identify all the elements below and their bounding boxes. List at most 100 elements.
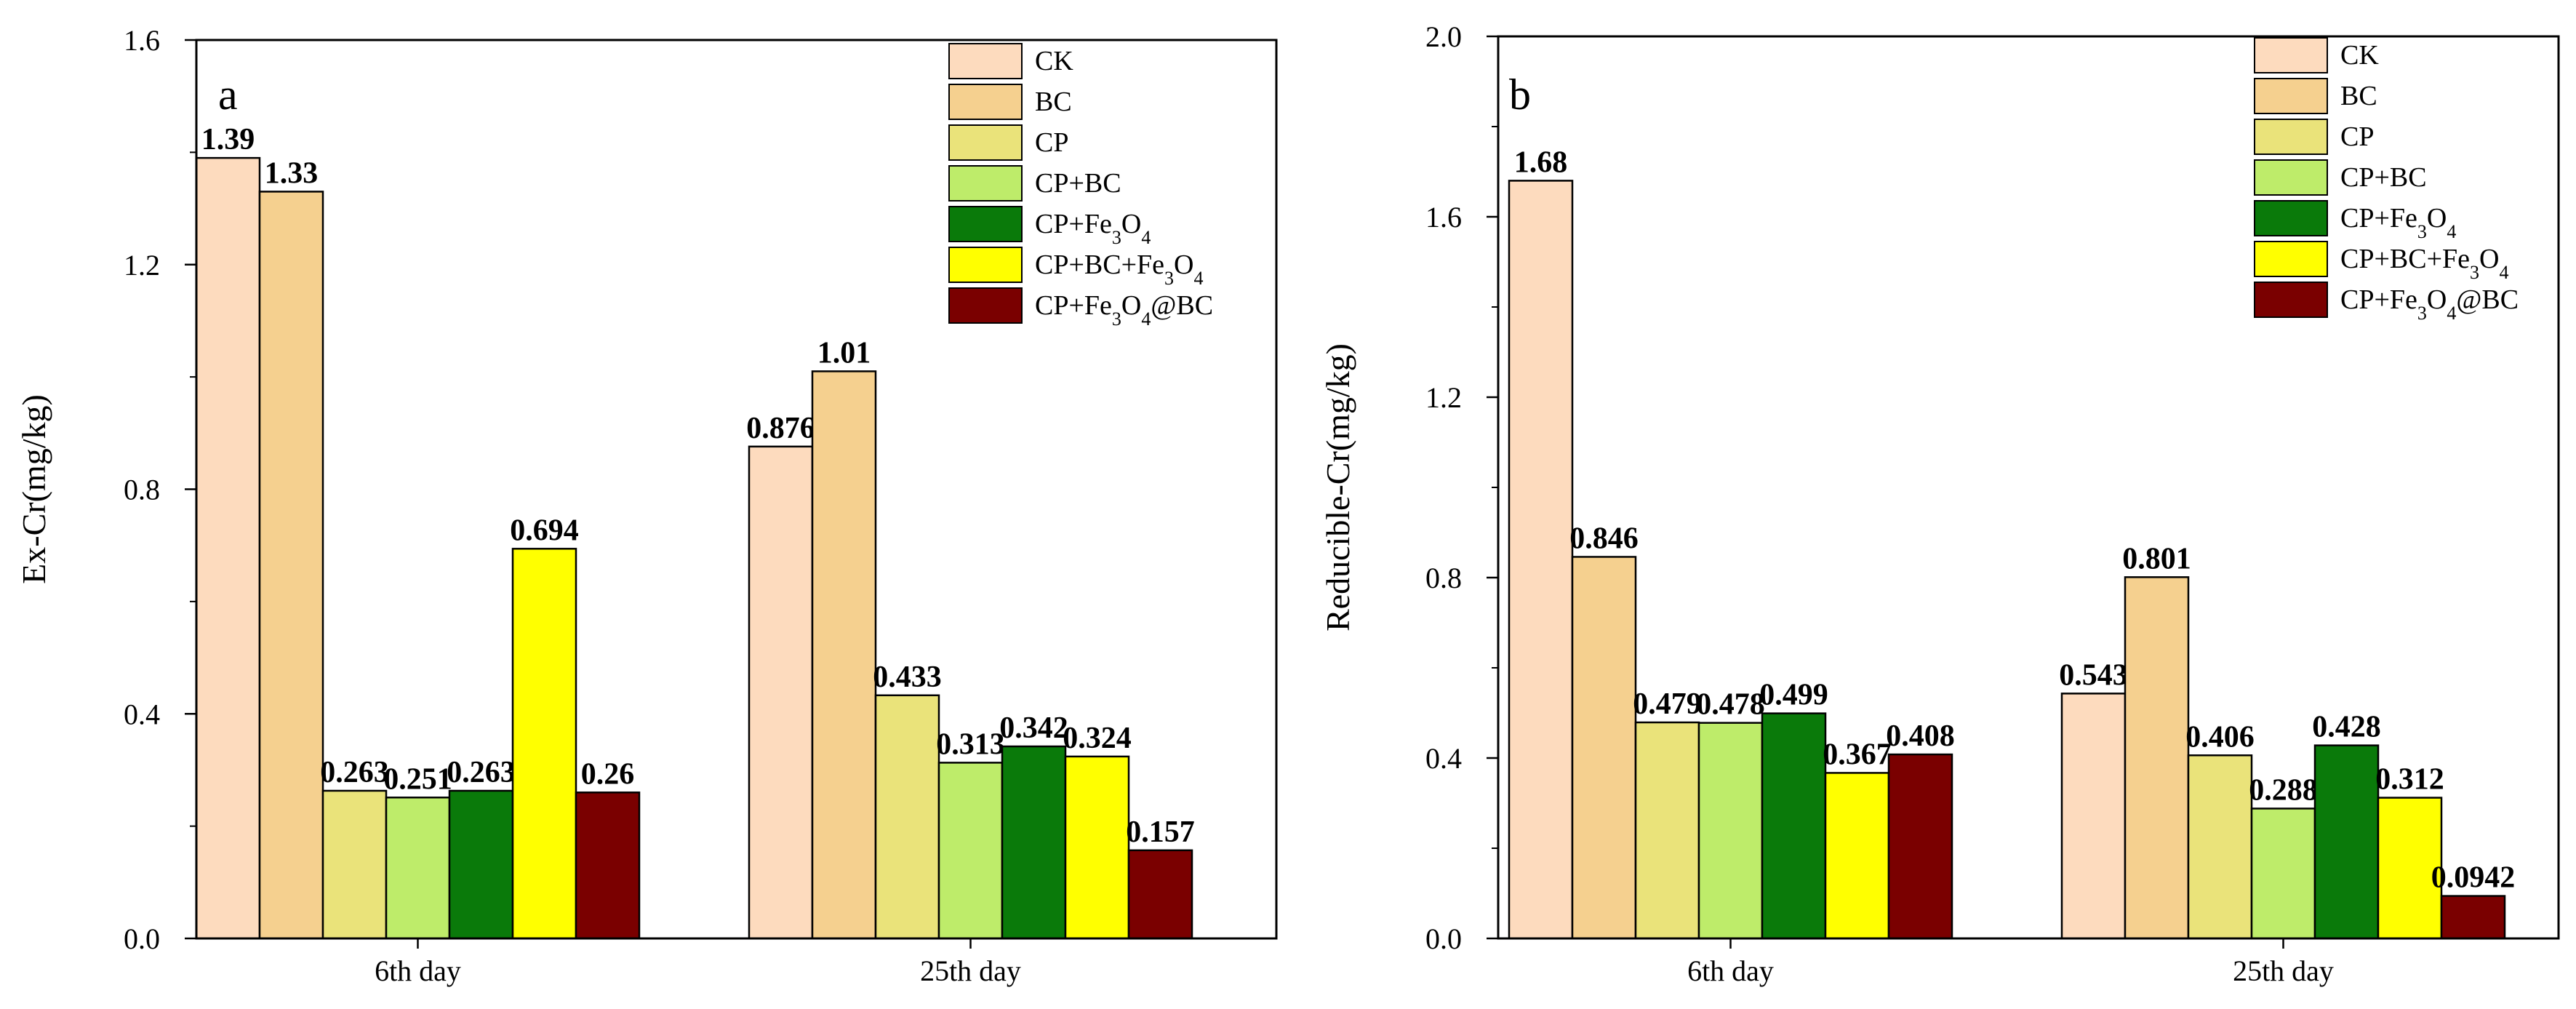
- data-label: 0.433: [873, 661, 942, 694]
- legend-swatch: [948, 287, 1023, 324]
- bar-a-1-5: [1064, 755, 1130, 940]
- y-tick-label: 0.4: [124, 698, 160, 730]
- x-tick-label: 6th day: [1687, 954, 1774, 987]
- y-tick-label: 1.2: [124, 249, 160, 282]
- bar-a-1-6: [1127, 849, 1193, 940]
- y-axis-title: Ex-Cr(mg/kg): [15, 394, 52, 584]
- bar-a-0-0: [195, 156, 261, 940]
- legend-item-label: CP+Fe3O4@BC: [1035, 290, 1213, 330]
- legend-item-label: CP+BC: [2340, 162, 2427, 193]
- data-label: 1.68: [1514, 145, 1568, 179]
- legend-swatch: [948, 206, 1023, 242]
- data-label: 0.157: [1126, 815, 1195, 849]
- bar-a-1-4: [1001, 745, 1067, 940]
- legend-item-label: CP+BC+Fe3O4: [1035, 250, 1204, 289]
- x-tick-label: 25th day: [920, 954, 1021, 987]
- data-label: 0.694: [510, 514, 579, 547]
- bar-a-1-0: [748, 445, 814, 940]
- y-tick-label: 1.2: [1425, 381, 1462, 414]
- legend-item-label: CP+Fe3O4@BC: [2340, 284, 2519, 324]
- legend-swatch: [2254, 119, 2328, 155]
- legend-item-label: BC: [2340, 81, 2377, 111]
- y-tick-label: 1.6: [1425, 201, 1462, 234]
- panel-label: b: [1509, 71, 1531, 119]
- legend-swatch: [2254, 78, 2328, 114]
- data-label: 0.428: [2312, 711, 2381, 744]
- y-tick-label: 0.4: [1425, 742, 1462, 775]
- data-label: 0.288: [2249, 773, 2318, 807]
- bar-a-1-1: [811, 370, 877, 940]
- y-tick-label: 0.8: [1425, 562, 1462, 594]
- bar-b-0-3: [1697, 722, 1764, 940]
- legend-swatch: [2254, 37, 2328, 73]
- data-label: 0.342: [999, 711, 1068, 745]
- data-label: 1.39: [201, 123, 255, 156]
- data-label: 0.312: [2375, 763, 2444, 797]
- legend-item-label: BC: [1035, 87, 1072, 117]
- y-axis-title: Reducible-Cr(mg/kg): [1319, 343, 1356, 631]
- data-label: 1.01: [817, 336, 871, 370]
- y-tick-label: 0.0: [124, 922, 160, 955]
- bar-b-0-0: [1508, 180, 1574, 940]
- y-tick-label: 0.0: [1425, 922, 1462, 955]
- data-label: 0.478: [1696, 688, 1765, 722]
- data-label: 0.876: [746, 412, 815, 445]
- legend-item-label: CP+Fe3O4: [2340, 203, 2456, 242]
- legend-swatch: [948, 165, 1023, 202]
- legend: CK BC CP CP+BC CP+Fe3O4CP+BC+Fe3O4CP+Fe3O4@B…: [2254, 37, 2519, 324]
- legend-item-label: CP: [1035, 127, 1068, 158]
- data-label: 0.408: [1886, 719, 1955, 753]
- data-label: 0.846: [1569, 522, 1639, 555]
- data-label: 0.263: [447, 756, 516, 789]
- data-label: 0.26: [581, 757, 635, 791]
- bar-b-0-1: [1571, 556, 1637, 940]
- legend-swatch: [2254, 241, 2328, 277]
- y-tick-label: 2.0: [1425, 20, 1462, 53]
- y-tick-label: 0.8: [124, 474, 160, 506]
- y-tick-label: 1.6: [124, 24, 160, 57]
- bar-b-0-6: [1887, 753, 1953, 940]
- data-label: 0.367: [1823, 738, 1892, 771]
- legend-swatch: [948, 247, 1023, 283]
- bar-a-1-2: [874, 694, 940, 940]
- data-label: 0.499: [1759, 679, 1828, 712]
- data-label: 0.263: [320, 756, 389, 789]
- data-label: 0.406: [2185, 720, 2255, 754]
- bar-b-1-3: [2250, 807, 2316, 940]
- bar-b-0-2: [1634, 721, 1700, 940]
- legend: CK BC CP CP+BC CP+Fe3O4CP+BC+Fe3O4CP+Fe3O4@B…: [948, 43, 1213, 330]
- bar-b-1-6: [2440, 895, 2506, 940]
- legend-swatch: [2254, 159, 2328, 196]
- bar-a-0-2: [321, 789, 388, 940]
- legend-item-label: CP+BC: [1035, 168, 1121, 199]
- legend-swatch: [948, 124, 1023, 161]
- data-label: 0.251: [383, 762, 452, 796]
- data-label: 0.313: [936, 727, 1005, 761]
- legend-item-label: CK: [2340, 40, 2379, 71]
- bar-a-0-5: [511, 548, 577, 940]
- bar-b-0-5: [1824, 772, 1890, 940]
- bar-b-1-4: [2313, 744, 2380, 940]
- x-tick-label: 25th day: [2233, 954, 2334, 987]
- bar-b-1-1: [2124, 576, 2190, 940]
- data-label: 0.543: [2059, 658, 2128, 692]
- panel-label: a: [218, 71, 238, 119]
- legend-swatch: [948, 43, 1023, 79]
- data-label: 0.801: [2122, 542, 2191, 575]
- legend-swatch: [2254, 282, 2328, 318]
- data-label: 0.0942: [2431, 861, 2516, 895]
- bar-a-1-3: [937, 762, 1004, 940]
- legend-item-label: CK: [1035, 46, 1073, 76]
- data-label: 0.479: [1633, 687, 1702, 721]
- legend-swatch: [948, 84, 1023, 120]
- x-tick-label: 6th day: [375, 954, 461, 987]
- legend-item-label: CP+BC+Fe3O4: [2340, 244, 2509, 283]
- bar-a-0-4: [448, 789, 514, 940]
- bar-a-0-1: [258, 191, 324, 940]
- bar-a-0-3: [385, 797, 451, 940]
- bar-b-1-2: [2187, 754, 2253, 940]
